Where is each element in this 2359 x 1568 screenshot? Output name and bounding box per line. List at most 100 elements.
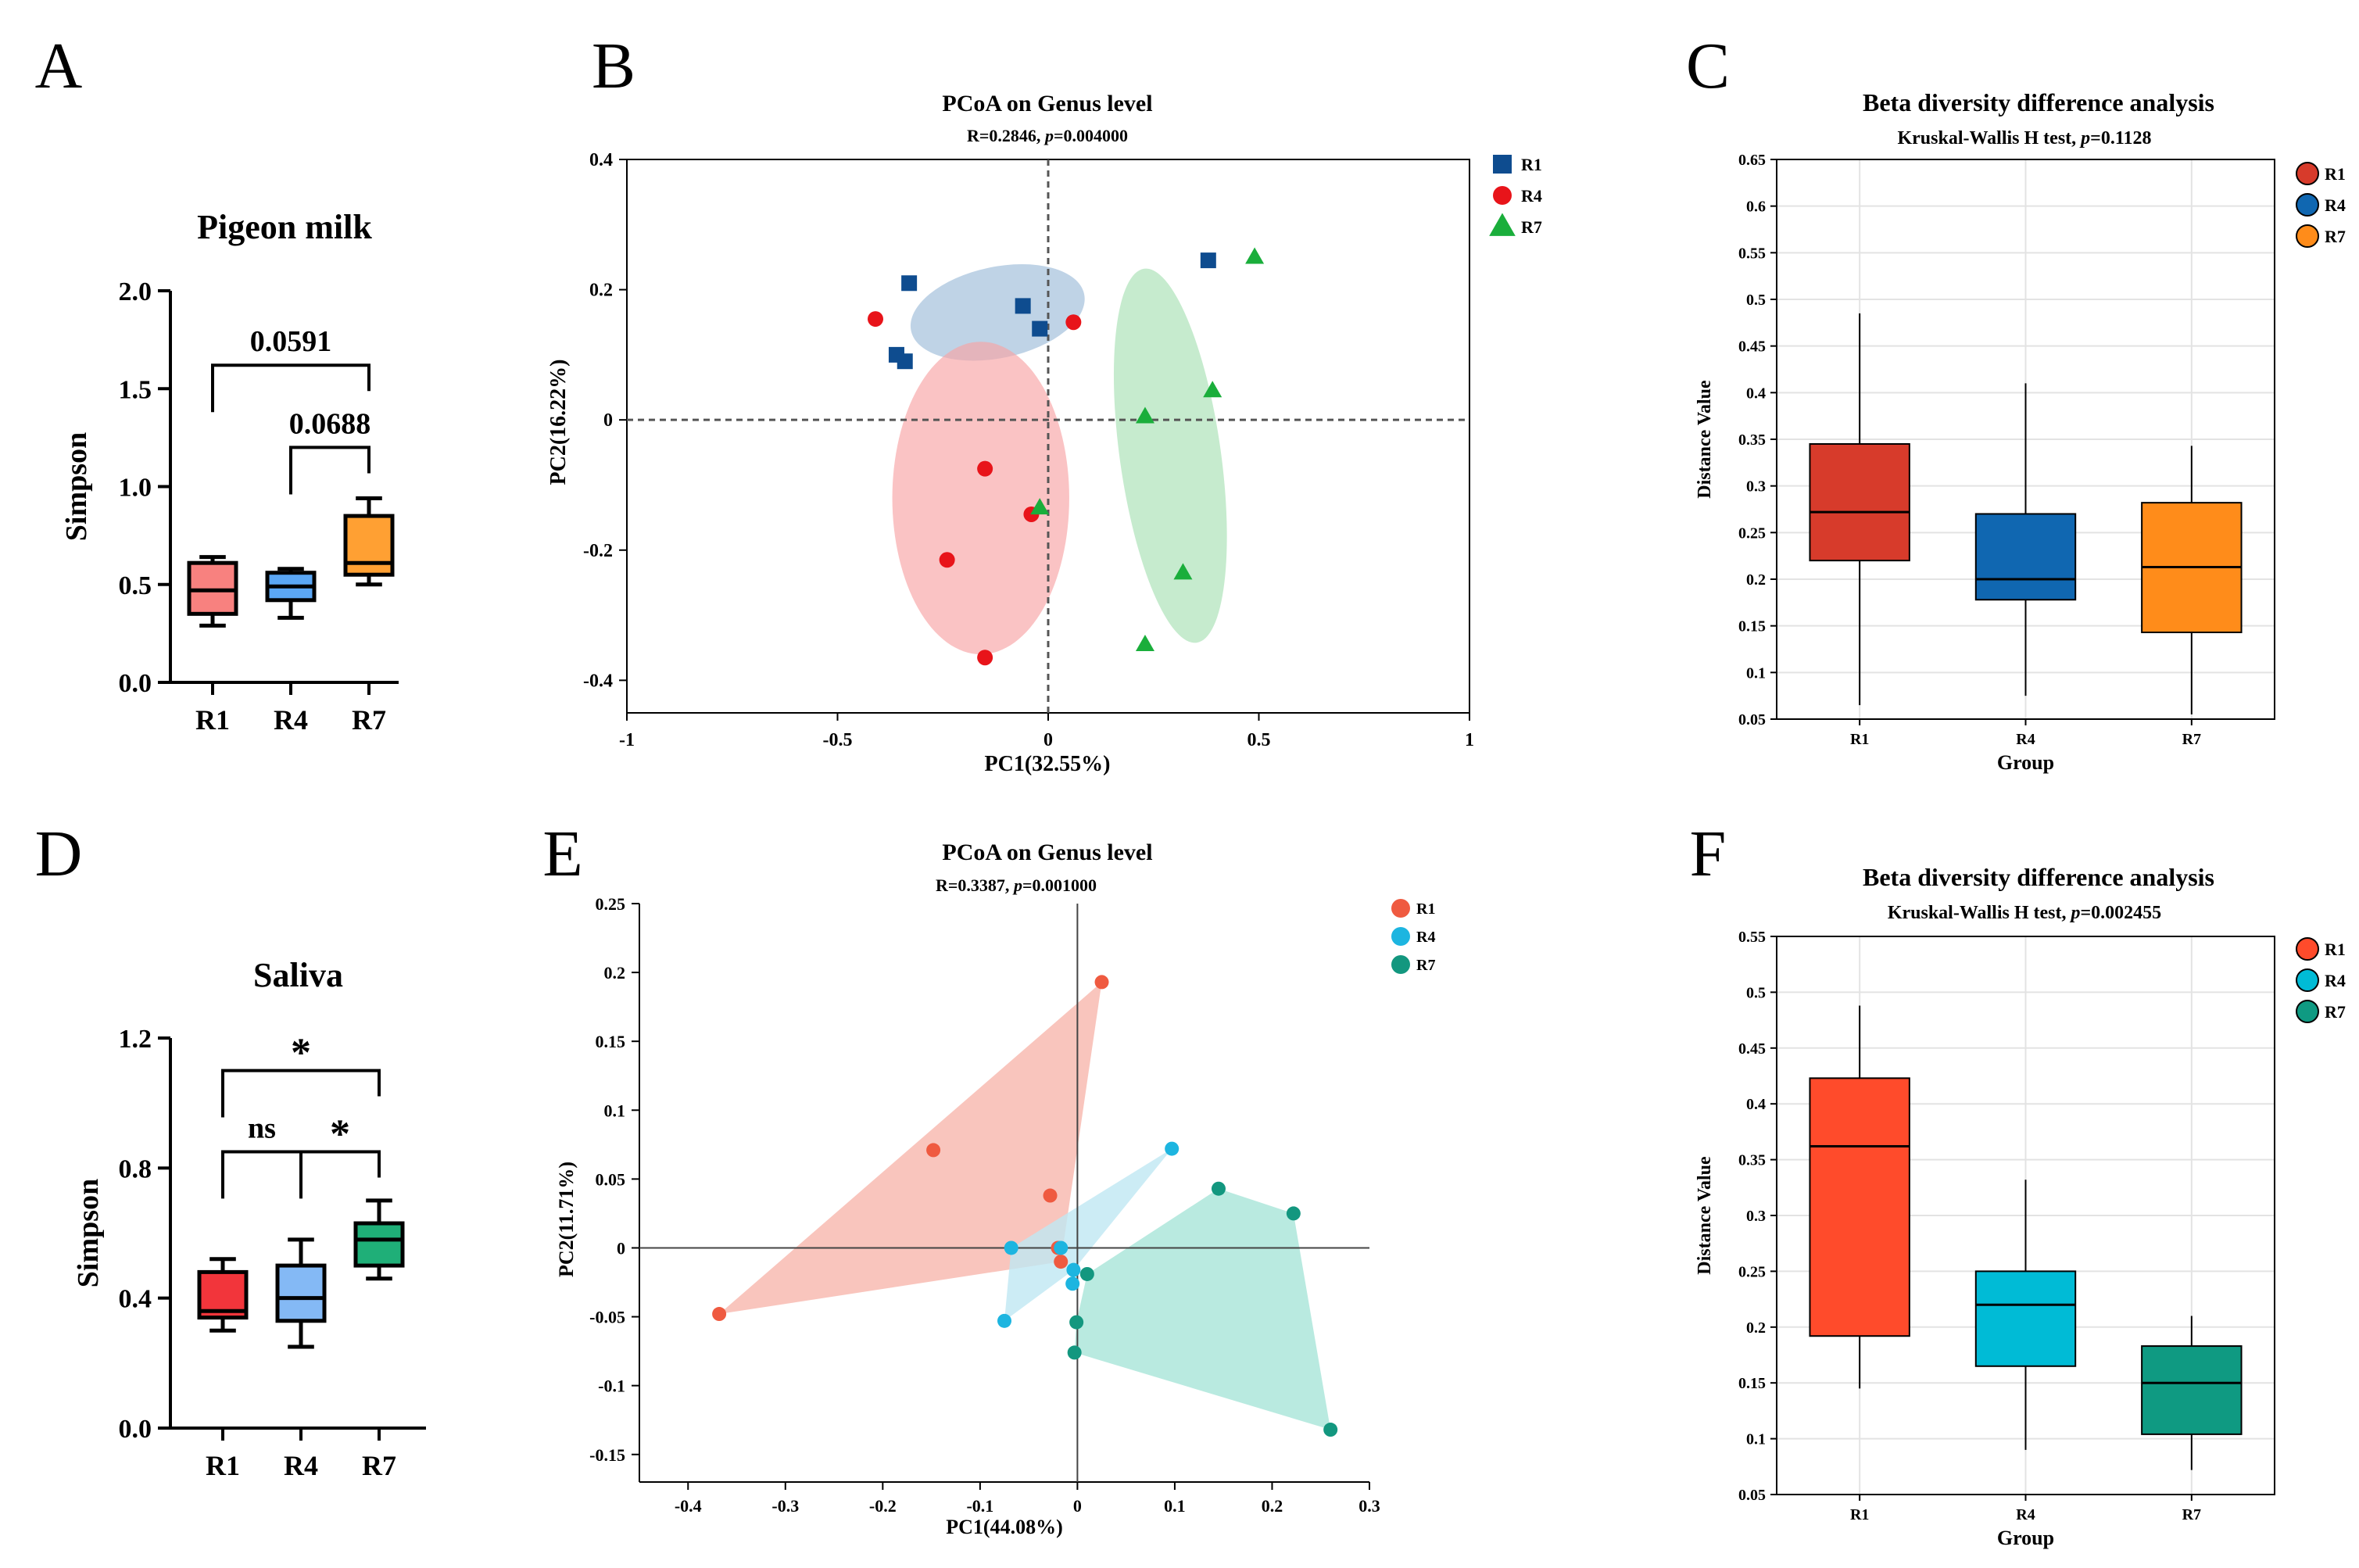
- y-tick-label: 0.05: [596, 1169, 626, 1189]
- point-R7: [1030, 498, 1050, 515]
- box-R4: [1974, 1270, 2077, 1367]
- stat-p-value: =0.1128: [2090, 128, 2151, 149]
- panel-letter-E: E: [542, 818, 582, 890]
- y-tick-label: 0.2: [604, 963, 626, 983]
- significance-bracket: [221, 1150, 302, 1199]
- x-tick-label: R1: [1850, 1506, 1869, 1523]
- legend-marker-R1: [2296, 937, 2319, 961]
- panel-D: Saliva Simpson 0.0 0.4 0.8 1.2 R1 R4 R7 * ns *: [72, 956, 426, 1481]
- chart-title: Beta diversity difference analysis: [1863, 88, 2214, 116]
- chart-title: Pigeon milk: [197, 208, 372, 246]
- panel-F: Beta diversity difference analysis Kruska…: [1695, 863, 2346, 1549]
- point-R7: [1135, 635, 1154, 652]
- point-R7: [1245, 247, 1265, 264]
- point-R1: [1015, 298, 1031, 314]
- point-R4: [939, 552, 955, 568]
- point-R4: [1054, 1240, 1069, 1255]
- legend-label: R7: [2325, 1002, 2346, 1022]
- legend-label: R1: [1416, 900, 1435, 918]
- point-R1: [712, 1307, 727, 1322]
- x-tick-label: R7: [2182, 731, 2201, 748]
- y-tick-label: 2.0: [119, 277, 152, 306]
- y-tick-label: 1.2: [119, 1025, 152, 1054]
- box-R1: [1809, 1077, 1910, 1337]
- y-axis-label: PC2(11.71%): [555, 1162, 578, 1277]
- y-tick-label: 0.2: [589, 281, 613, 301]
- legend-marker-R1: [2296, 162, 2319, 185]
- x-tick-label: -0.1: [966, 1496, 993, 1516]
- legend-label: R1: [2325, 164, 2346, 184]
- y-axis-label: Simpson: [60, 432, 93, 541]
- y-tick-label: 0.15: [596, 1032, 626, 1051]
- y-tick-label: 0.55: [1738, 929, 1766, 946]
- legend-label: R1: [1521, 155, 1542, 174]
- hull-R7: [1074, 1188, 1331, 1430]
- x-tick-label: -0.4: [675, 1496, 702, 1516]
- legend-label: R7: [2325, 227, 2346, 246]
- legend-marker-R4: [2296, 968, 2319, 992]
- x-tick-label: -1: [619, 730, 635, 750]
- box-R4: [275, 1263, 327, 1323]
- panel-C: Beta diversity difference analysis Kruska…: [1695, 88, 2346, 774]
- significance-bracket: [221, 1069, 381, 1118]
- x-tick-label: R7: [362, 1450, 396, 1481]
- point-R7: [1211, 1181, 1226, 1196]
- stat-p-value: =0.002455: [2081, 903, 2162, 923]
- y-tick-label: 0: [617, 1238, 625, 1258]
- y-tick-label: 1.5: [119, 375, 152, 404]
- stat-test: Kruskal-Wallis H test,: [1888, 903, 2071, 923]
- legend-marker-R4: [1391, 927, 1410, 946]
- stat-p-label: p: [2079, 128, 2090, 149]
- y-tick-label: 1.0: [119, 474, 152, 503]
- point-R1: [926, 1143, 941, 1158]
- y-tick-label: 0.5: [1746, 292, 1766, 309]
- legend-label: R7: [1416, 957, 1435, 974]
- y-axis-label: Distance Value: [1695, 380, 1715, 499]
- x-tick-label: 0.3: [1358, 1496, 1380, 1516]
- point-R7: [1323, 1423, 1338, 1437]
- y-tick-label: 0.25: [596, 894, 626, 914]
- y-tick-label: 0: [603, 410, 613, 431]
- chart-stat: R=0.3387, p=0.001000: [936, 875, 1097, 895]
- significance-label: 0.0688: [289, 407, 371, 440]
- panel-letter-F: F: [1690, 818, 1727, 890]
- y-tick-label: -0.05: [589, 1308, 625, 1327]
- y-tick-label: 0.4: [1746, 385, 1766, 402]
- y-tick-label: 0.3: [1746, 1208, 1766, 1225]
- y-tick-label: 0.25: [1738, 1263, 1766, 1280]
- x-tick-label: 0: [1073, 1496, 1082, 1516]
- box-R1: [1809, 442, 1910, 562]
- y-axis-label: PC2(16.22%): [546, 360, 571, 485]
- legend-marker-R4: [2296, 193, 2319, 217]
- y-tick-label: 0.4: [589, 150, 613, 170]
- point-R4: [868, 311, 884, 328]
- legend-marker-R1: [1493, 155, 1512, 174]
- point-R7: [1286, 1206, 1301, 1221]
- stat-r: R=0.2846,: [967, 126, 1045, 145]
- x-tick-label: R7: [2182, 1506, 2201, 1523]
- x-axis-label: Group: [1997, 751, 2054, 774]
- y-tick-label: 0.5: [1746, 984, 1766, 1001]
- x-tick-label: R1: [195, 704, 230, 736]
- y-tick-label: 0.0: [119, 669, 152, 698]
- x-tick-label: R1: [1850, 731, 1869, 748]
- chart-stat: R=0.2846, p=0.004000: [967, 126, 1128, 145]
- x-tick-label: -0.3: [771, 1496, 799, 1516]
- point-R4: [1165, 1141, 1180, 1156]
- confidence-ellipse-R7: [1113, 268, 1227, 643]
- x-axis-label: PC1(44.08%): [946, 1516, 1062, 1538]
- y-tick-label: 0.45: [1738, 1040, 1766, 1058]
- x-tick-label: R4: [2016, 731, 2035, 748]
- y-tick-label: 0.4: [119, 1285, 152, 1314]
- x-tick-label: R4: [2016, 1506, 2035, 1523]
- x-tick-label: R4: [284, 1450, 318, 1481]
- legend-label: R4: [1416, 929, 1435, 946]
- x-tick-label: 0.1: [1164, 1496, 1186, 1516]
- y-tick-label: 0.55: [1738, 245, 1766, 262]
- box-R1: [187, 560, 238, 616]
- y-tick-label: 0.2: [1746, 571, 1766, 589]
- box-R7: [2141, 1345, 2243, 1435]
- point-R7: [1079, 1266, 1094, 1281]
- point-R7: [1173, 563, 1193, 580]
